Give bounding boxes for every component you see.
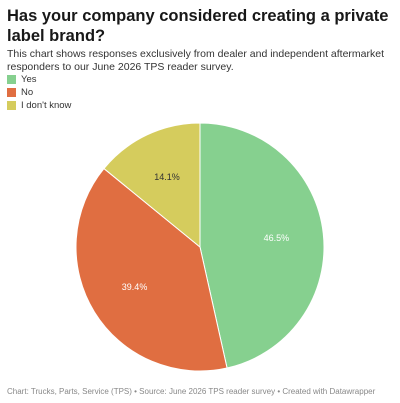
legend-label: I don't know: [21, 100, 72, 111]
legend-item: I don't know: [7, 99, 71, 112]
legend: Yes No I don't know: [7, 73, 71, 112]
legend-label: Yes: [21, 74, 37, 85]
chart-title: Has your company considered creating a p…: [7, 7, 389, 45]
legend-swatch: [7, 88, 16, 97]
pie-slice: [103, 122, 201, 249]
legend-label: No: [21, 87, 34, 98]
chart-subtitle: This chart shows responses exclusively f…: [7, 48, 385, 73]
legend-item: No: [7, 86, 71, 99]
data-label: 14.1%: [154, 172, 180, 182]
legend-swatch: [7, 75, 16, 84]
legend-swatch: [7, 101, 16, 110]
chart-footer: Chart: Trucks, Parts, Service (TPS) • So…: [7, 387, 376, 396]
data-label: 46.5%: [264, 233, 290, 243]
pie-slice: [199, 122, 325, 369]
data-label: 39.4%: [122, 282, 148, 292]
pie-slice: [75, 167, 228, 372]
legend-item: Yes: [7, 73, 71, 86]
